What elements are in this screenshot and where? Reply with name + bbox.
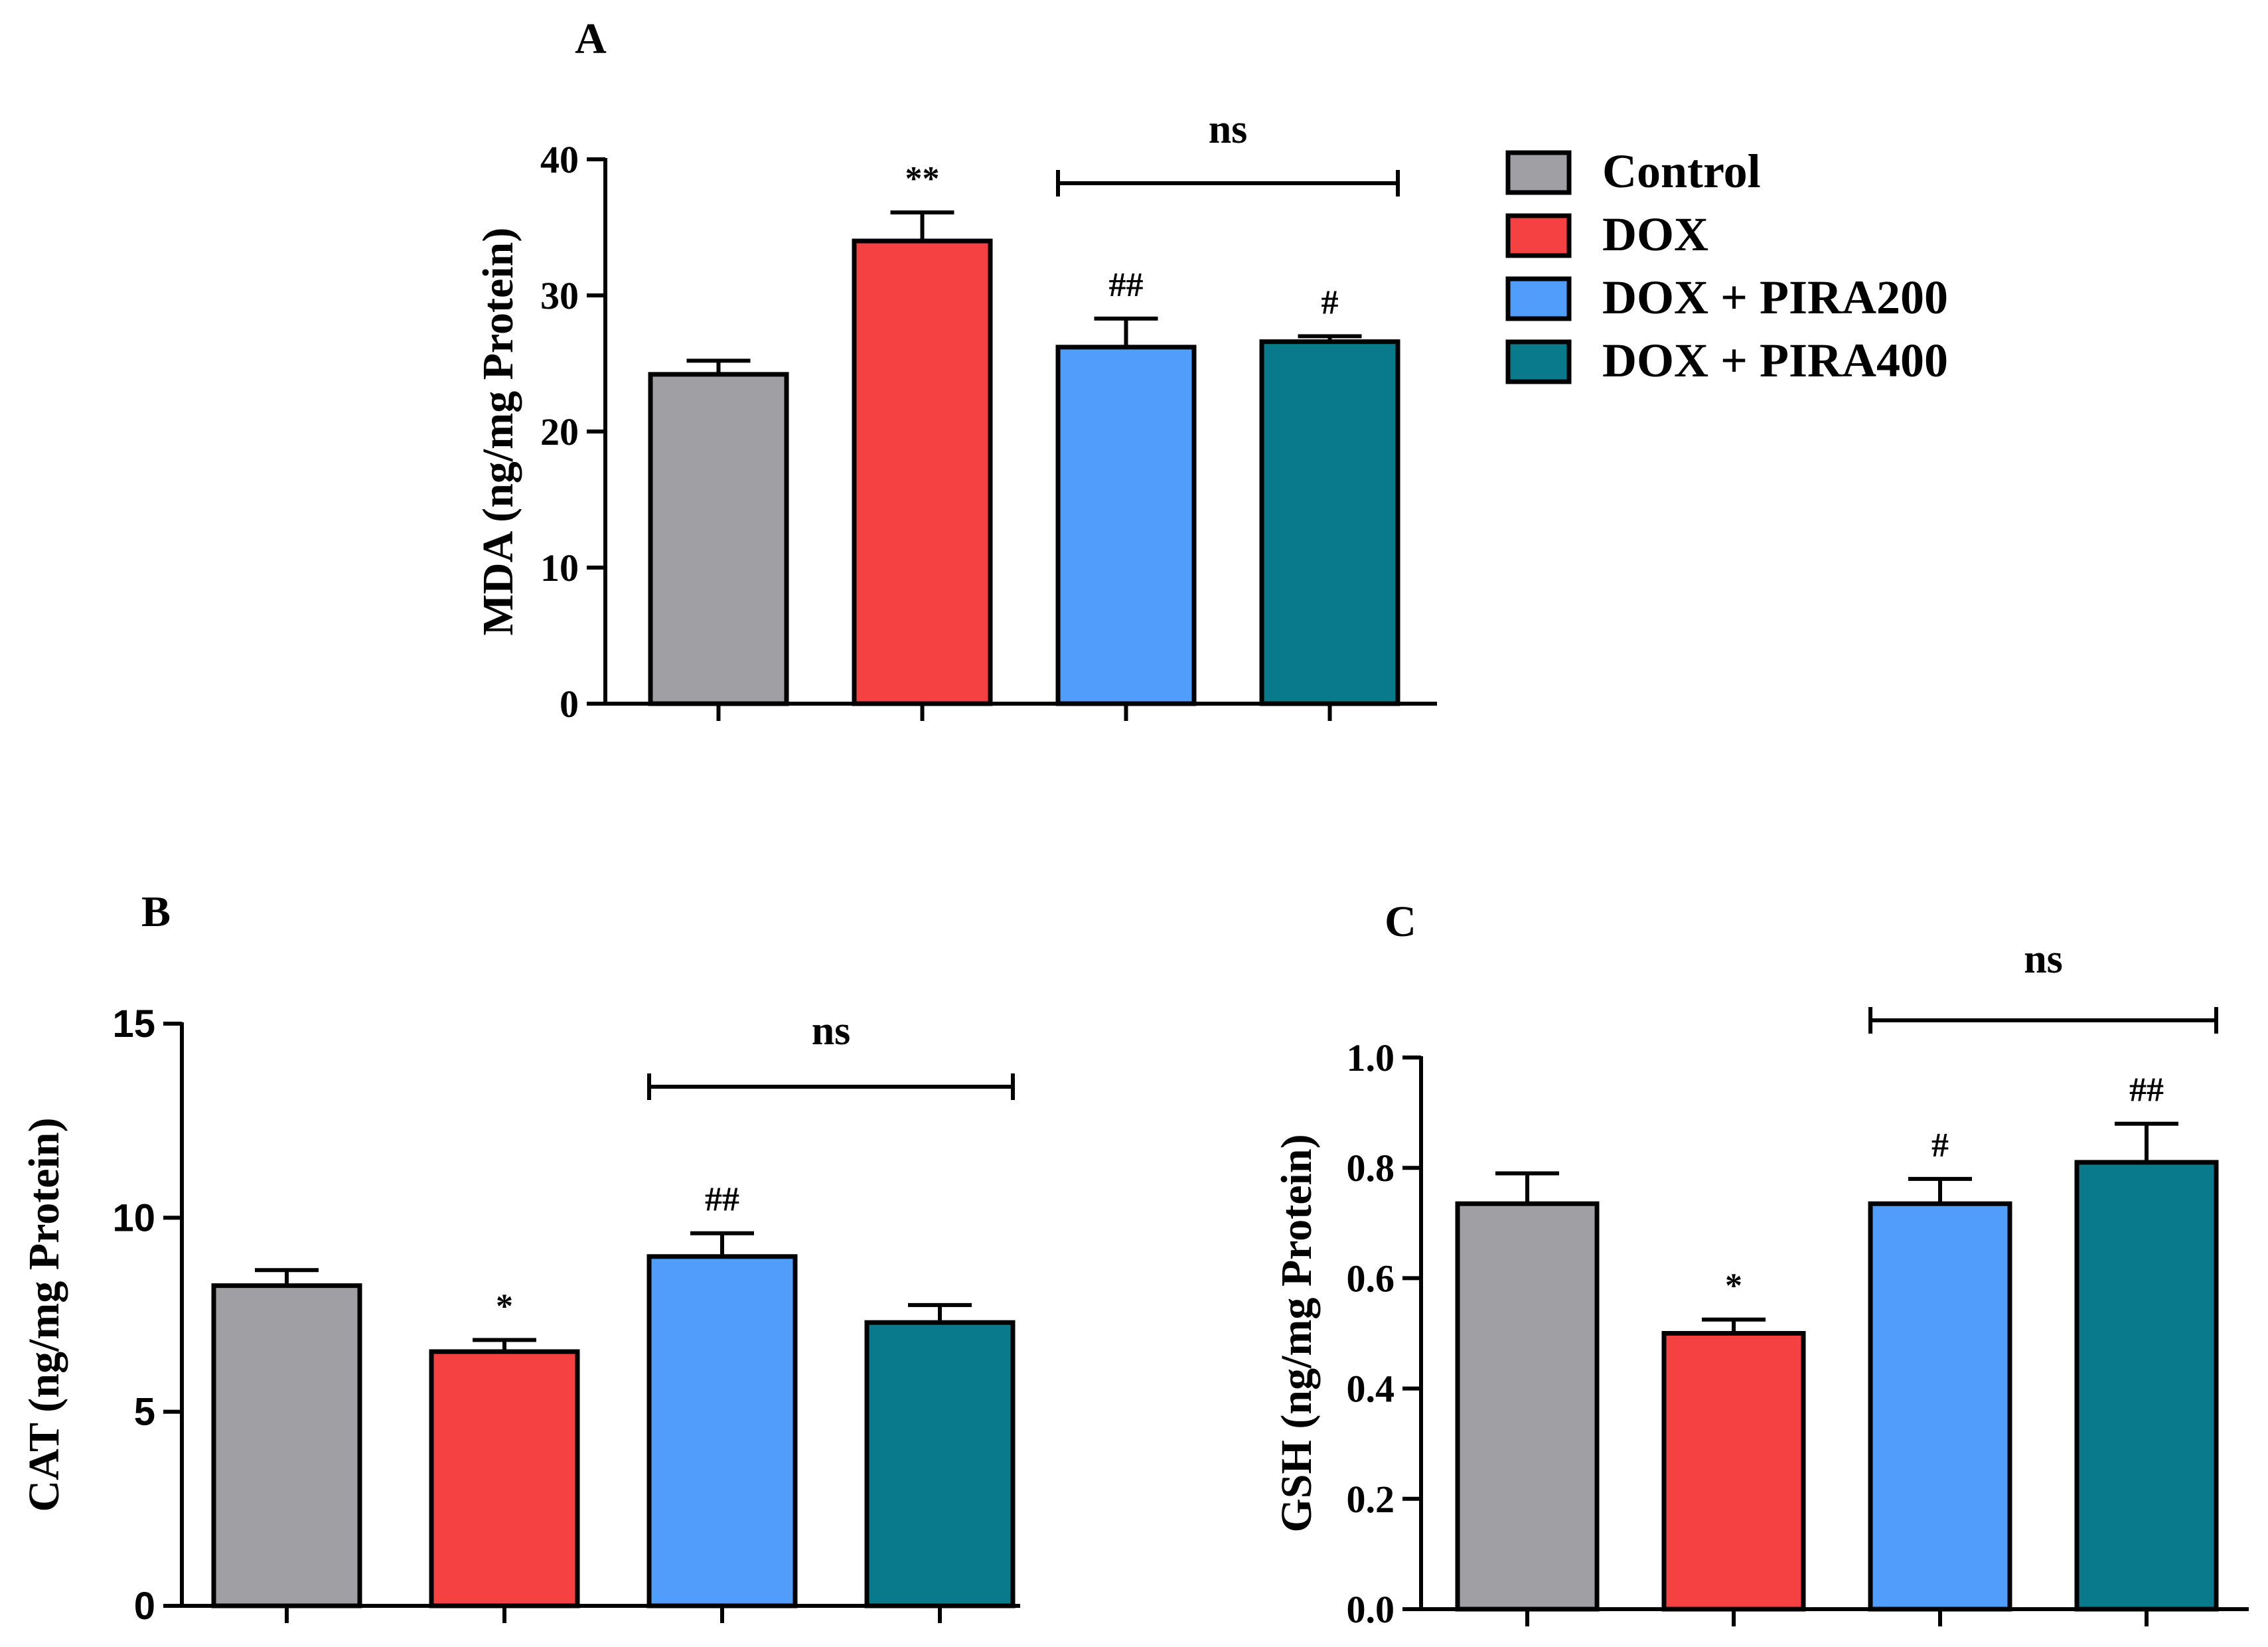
panel-b-y-tick-label: 5 bbox=[134, 1391, 155, 1434]
panel-c-y-tick-label: 0.8 bbox=[1347, 1146, 1395, 1190]
panel-a-y-tick-label: 20 bbox=[540, 410, 579, 453]
panel-b-y-tick-label: 0 bbox=[134, 1585, 155, 1628]
panel-c-y-label: GSH (ng/mg Protein) bbox=[1272, 1134, 1321, 1532]
panel-c-bar-dox-pira200 bbox=[1868, 1201, 2012, 1612]
panel-c-y-tick-label: 0.4 bbox=[1347, 1368, 1395, 1411]
panel-a-significance-dox-pira400: # bbox=[1322, 284, 1339, 322]
panel-a-ns-label: ns bbox=[1209, 107, 1248, 152]
panel-c-significance-dox-pira200: # bbox=[1931, 1127, 1949, 1164]
legend-label-dox-pira200: DOX + PIRA200 bbox=[1602, 271, 1948, 324]
panel-a-bar-dox-pira400 bbox=[1259, 339, 1400, 706]
panel-a-y-tick-label: 10 bbox=[540, 546, 579, 589]
panel-a-y-tick-label: 0 bbox=[560, 682, 579, 726]
panel-a-y-tick-label: 30 bbox=[540, 274, 579, 317]
panel-a-letter: A bbox=[575, 15, 607, 63]
panel-b-y-tick-label: 15 bbox=[112, 1002, 155, 1046]
legend-label-dox: DOX bbox=[1602, 208, 1708, 261]
panel-b-y-label: CAT (ng/mg Protein) bbox=[20, 1118, 68, 1512]
panel-c-y-tick-label: 1.0 bbox=[1347, 1036, 1395, 1079]
panel-c-significance-dox: * bbox=[1725, 1267, 1742, 1305]
panel-c-y-tick-label: 0.2 bbox=[1347, 1478, 1395, 1521]
panel-c-bar-control bbox=[1455, 1201, 1600, 1612]
panel-a-y-label: MDA (ng/mg Protein) bbox=[474, 228, 522, 636]
panel-a-significance-dox: ** bbox=[905, 160, 940, 198]
legend-label-dox-pira400: DOX + PIRA400 bbox=[1602, 334, 1948, 387]
legend: Control DOX DOX + PIRA200 DOX + PIRA400 bbox=[1505, 145, 1948, 387]
legend-swatch-dox-pira200 bbox=[1505, 276, 1572, 321]
panel-c-letter: C bbox=[1385, 898, 1416, 946]
panel-c-significance-dox-pira400: ## bbox=[2129, 1071, 2164, 1109]
panel-c-ns-label: ns bbox=[2024, 937, 2063, 982]
legend-swatch-dox bbox=[1505, 213, 1572, 258]
panel-a-significance-dox-pira200: ## bbox=[1109, 266, 1144, 304]
legend-swatch-dox-pira400 bbox=[1505, 339, 1572, 384]
panel-b-letter: B bbox=[141, 888, 171, 936]
panel-a-y-tick-label: 40 bbox=[540, 138, 579, 181]
panel-a-bar-dox bbox=[852, 238, 993, 706]
panel-b-significance-dox-pira200: ## bbox=[705, 1181, 739, 1219]
panel-a-bar-control bbox=[648, 372, 789, 706]
panel-c-bar-dox-pira400 bbox=[2074, 1160, 2219, 1612]
legend-swatch-control bbox=[1505, 150, 1572, 195]
panel-b-bar-dox bbox=[429, 1349, 580, 1608]
panel-c-chart: C 0.0 0.2 0.4 0.6 0.8 1.0 GSH (ng/mg Protein) * #… bbox=[1272, 898, 2249, 1631]
panel-c-bar-dox bbox=[1661, 1331, 1806, 1612]
panel-c-y-tick-label: 0.0 bbox=[1347, 1588, 1395, 1631]
panel-b-bar-dox-pira200 bbox=[646, 1254, 798, 1608]
panel-b-chart: B 0 5 10 15 CAT (ng/mg Protein) * ## ns bbox=[20, 888, 1020, 1628]
panel-b-ns-label: ns bbox=[812, 1008, 851, 1054]
panel-c-y-tick-label: 0.6 bbox=[1347, 1257, 1395, 1300]
legend-label-control: Control bbox=[1602, 145, 1761, 198]
panel-b-bar-dox-pira400 bbox=[864, 1320, 1016, 1608]
panel-b-significance-dox: * bbox=[496, 1288, 513, 1326]
panel-a-bar-dox-pira200 bbox=[1055, 345, 1197, 706]
panel-b-y-tick-label: 10 bbox=[112, 1196, 155, 1239]
panel-b-bar-control bbox=[211, 1283, 362, 1608]
